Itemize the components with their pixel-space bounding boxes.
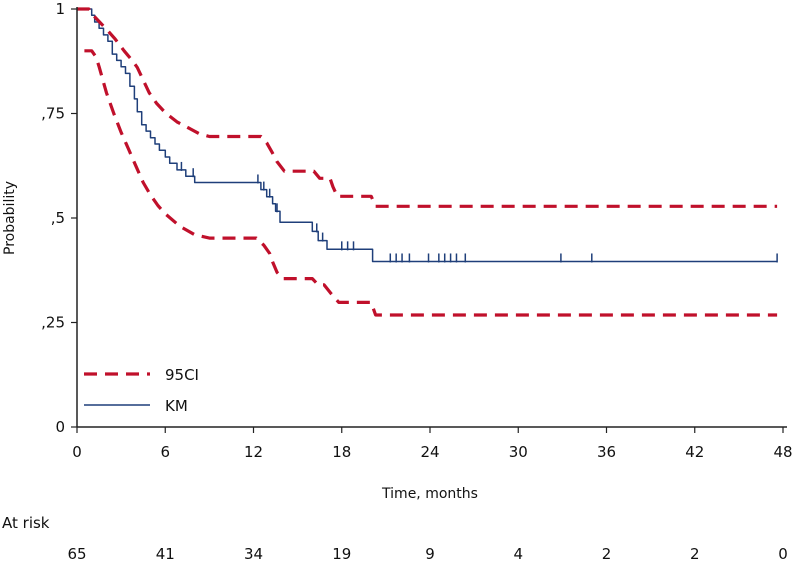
x-tick-label-36: 36: [597, 443, 616, 461]
x-tick-label-30: 30: [509, 443, 528, 461]
x-axis-ticks: 0 6 12 18 24 30 36 42 48: [72, 427, 793, 461]
x-tick-label-12: 12: [244, 443, 263, 461]
y-tick-label-0: 0: [55, 418, 65, 436]
y-axis-ticks: 0 ,25 ,5 ,75 1: [41, 0, 77, 436]
x-tick-label-18: 18: [332, 443, 351, 461]
series-line-95ci: [77, 7, 778, 208]
at-risk-title: At risk: [2, 514, 50, 532]
at-risk-count-42: 2: [690, 545, 700, 561]
y-tick-label-2: ,5: [51, 209, 65, 227]
x-tick-label-0: 0: [72, 443, 82, 461]
x-tick-label-42: 42: [685, 443, 704, 461]
at-risk-count-36: 2: [602, 545, 612, 561]
legend-label-95ci: 95CI: [165, 366, 199, 384]
at-risk-count-18: 19: [332, 545, 351, 561]
x-tick-label-6: 6: [160, 443, 170, 461]
at-risk-counts: 65 41 34 19 9 4 2 2 0: [67, 545, 787, 561]
series-line-95ci-lower: [84, 49, 778, 317]
plot-area: [77, 7, 778, 317]
legend: 95CI KM: [84, 366, 199, 415]
at-risk-count-6: 41: [156, 545, 175, 561]
x-axis-title: Time, months: [381, 486, 478, 502]
at-risk-count-30: 4: [513, 545, 523, 561]
y-tick-label-1: ,25: [41, 314, 65, 332]
series-line-km: [77, 8, 778, 263]
legend-label-km: KM: [165, 397, 188, 415]
y-axis-title: Probability: [2, 181, 18, 255]
at-risk-count-24: 9: [425, 545, 435, 561]
x-tick-label-48: 48: [773, 443, 792, 461]
y-tick-label-3: ,75: [41, 105, 65, 123]
x-tick-label-24: 24: [420, 443, 439, 461]
at-risk-count-12: 34: [244, 545, 263, 561]
y-tick-label-4: 1: [55, 0, 65, 18]
axes: 0 6 12 18 24 30 36 42 48 0 ,25 ,5 ,75 1: [41, 0, 792, 461]
at-risk-count-48: 0: [778, 545, 788, 561]
at-risk-count-0: 65: [67, 545, 86, 561]
